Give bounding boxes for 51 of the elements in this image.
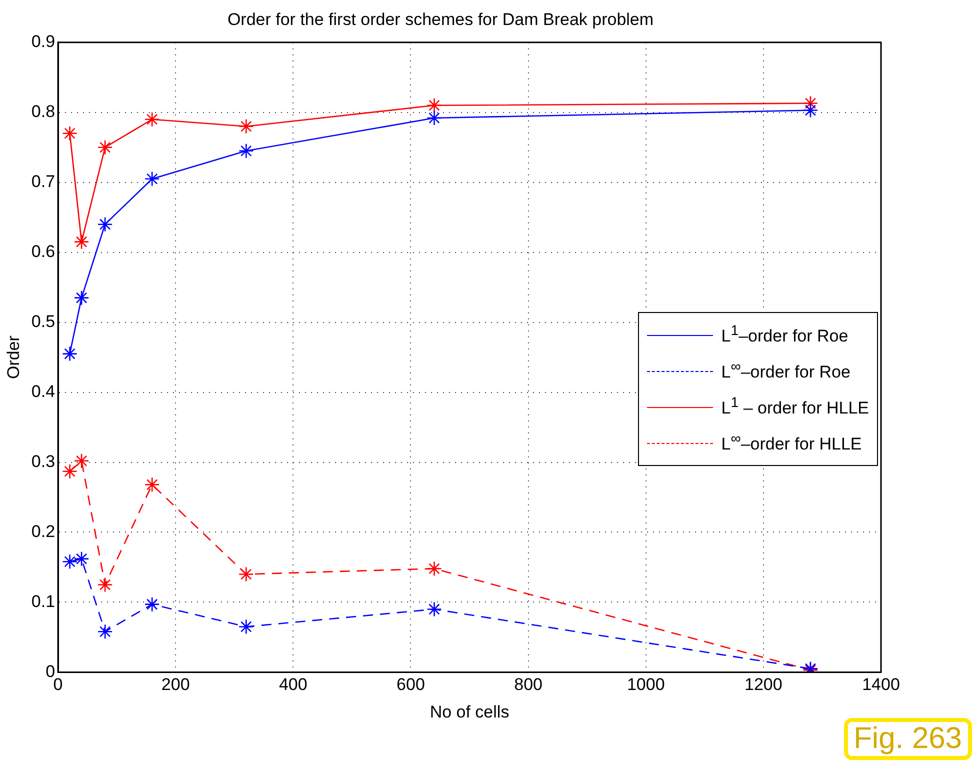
point: [426, 560, 442, 576]
point: [426, 98, 442, 114]
y-tick-label: 0.1: [31, 592, 56, 611]
y-tick-label: 0: [46, 662, 56, 681]
y-tick-label: 0.3: [31, 452, 56, 471]
chart-title: Order for the first order schemes for Dam Break problem: [227, 10, 654, 29]
point: [238, 619, 254, 634]
point: [426, 110, 442, 126]
x-tick-label: 1400: [862, 675, 900, 694]
point: [74, 234, 90, 250]
point: [144, 596, 160, 612]
point: [62, 554, 78, 570]
y-tick-label: 0.8: [31, 102, 56, 122]
legend-label: L$^{∞}$–order for Roe: [721, 359, 850, 383]
caption: Fig. 263: [844, 718, 972, 760]
point: [238, 118, 254, 134]
y-tick-label: 0.4: [31, 382, 56, 401]
point: [62, 346, 78, 362]
x-tick-label: 1000: [626, 675, 665, 694]
y-tick-label: 0.7: [31, 172, 56, 192]
point: [74, 453, 90, 469]
point: [144, 171, 160, 187]
y-tick-label: 0.5: [31, 312, 56, 331]
x-axis-title: No of cells: [430, 702, 510, 722]
y-tick-label: 0.9: [31, 32, 56, 52]
point: [62, 464, 78, 480]
x-tick-label: 800: [514, 675, 542, 694]
legend-label: L$^{∞}$–order for HLLE: [721, 431, 862, 455]
point: [238, 143, 254, 159]
x-tick-label: 600: [396, 675, 425, 694]
x-tick-label: 400: [278, 675, 308, 694]
point: [238, 566, 254, 582]
point: [74, 551, 90, 566]
x-tick-label: 200: [161, 675, 190, 694]
legend-label: L$^{1}$ – order for HLLE: [721, 395, 869, 419]
x-tick-label: 1200: [744, 675, 782, 694]
point: [74, 290, 90, 306]
legend-label: L$^{1}$–order for Roe: [721, 323, 848, 347]
point: [144, 477, 160, 492]
y-tick-label: 0.6: [31, 242, 56, 262]
point: [97, 216, 113, 232]
point: [426, 602, 442, 617]
y-axis-title: Order: [4, 335, 23, 380]
point: [97, 140, 113, 156]
point: [62, 126, 78, 142]
point: [802, 102, 818, 118]
point: [802, 96, 818, 111]
point: [97, 624, 113, 640]
point: [97, 577, 113, 592]
y-tick-label: 0.2: [31, 522, 56, 541]
point: [144, 112, 160, 128]
